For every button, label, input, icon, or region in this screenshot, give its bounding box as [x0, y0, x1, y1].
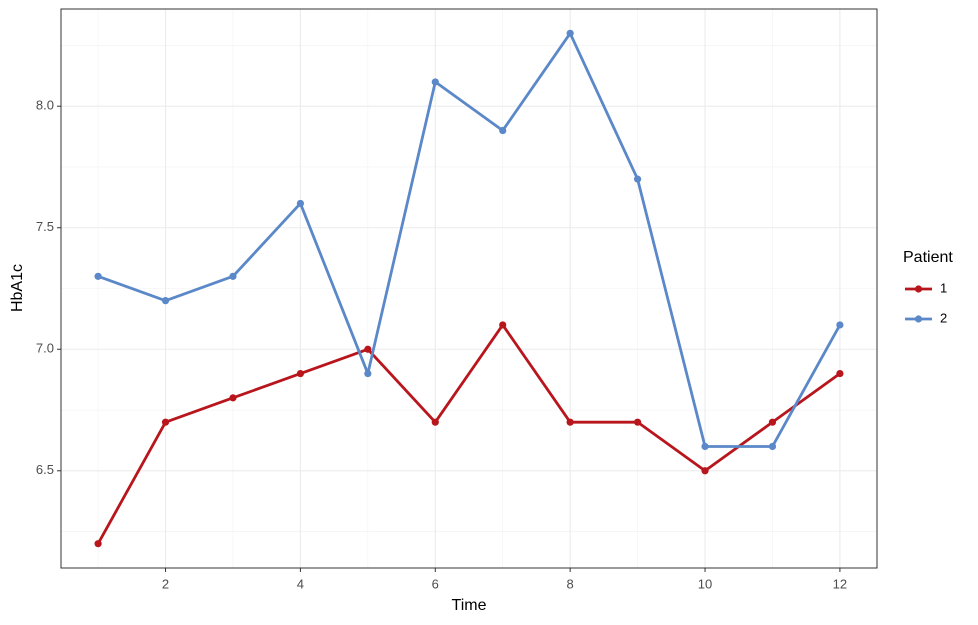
y-tick-label: 6.5 [36, 462, 54, 477]
legend-key-point [914, 285, 923, 293]
data-point [633, 175, 642, 183]
x-tick-label: 10 [698, 576, 712, 591]
legend-key-point [914, 315, 923, 323]
data-point [296, 369, 305, 378]
data-point [566, 418, 574, 426]
x-tick-label: 4 [297, 576, 304, 591]
data-point [161, 418, 170, 426]
data-point [836, 369, 844, 378]
data-point [94, 540, 102, 548]
y-tick-label: 7.0 [36, 341, 54, 356]
data-point [229, 272, 237, 280]
data-point [94, 272, 102, 280]
series-line [97, 31, 842, 448]
x-tick-label: 6 [432, 576, 439, 591]
data-point [161, 297, 170, 305]
data-point [836, 321, 844, 329]
x-axis-title: Time [452, 597, 487, 614]
data-point [229, 394, 237, 402]
x-tick-label: 8 [567, 576, 574, 591]
data-point [499, 321, 507, 329]
data-point [364, 345, 372, 353]
data-point [701, 467, 709, 475]
legend-label: 1 [940, 280, 947, 295]
series-line [96, 323, 841, 545]
data-point [566, 29, 574, 37]
data-point [499, 126, 507, 135]
data-point [431, 418, 439, 426]
data-point [431, 78, 439, 86]
y-axis-title: HbA1c [9, 264, 26, 312]
x-tick-label: 12 [833, 576, 847, 591]
legend-title: Patient [903, 249, 953, 266]
data-point [364, 369, 372, 378]
y-tick-label: 7.5 [36, 219, 54, 234]
data-point [701, 442, 709, 451]
data-point [768, 418, 777, 426]
y-tick-label: 8.0 [36, 98, 54, 113]
legend-label: 2 [940, 310, 947, 325]
data-point [296, 199, 305, 208]
data-point [768, 442, 777, 451]
data-point [633, 418, 642, 426]
x-tick-label: 2 [162, 576, 169, 591]
plot-border [60, 8, 878, 569]
